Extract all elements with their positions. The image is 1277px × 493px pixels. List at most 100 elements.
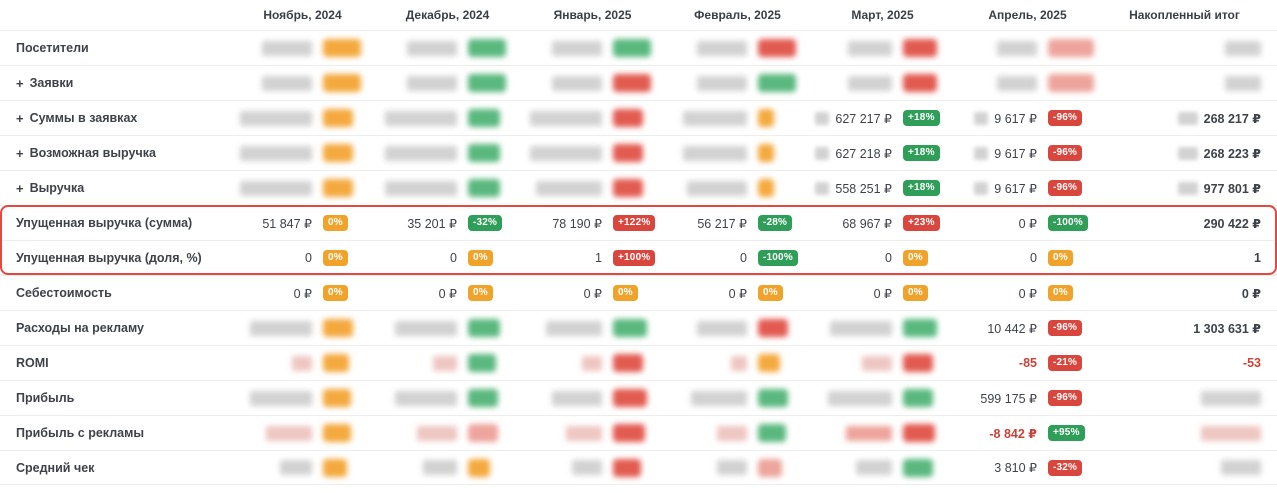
month-cell: 0 -100% [665, 241, 810, 274]
change-badge: -100% [1048, 215, 1088, 231]
expand-plus-icon[interactable]: + [16, 145, 24, 161]
badge-area [323, 389, 375, 407]
row-label[interactable]: + Выручка [0, 181, 230, 195]
change-badge: -96% [1048, 180, 1083, 196]
month-cell [375, 311, 520, 345]
redacted-badge-blob [323, 39, 361, 57]
redacted-badge-blob [613, 389, 647, 407]
table-body: Посетители + Заявки + Суммы в заявках 627 217… [0, 30, 1277, 485]
cell-value-area [230, 145, 312, 161]
redacted-value-blob [552, 75, 602, 91]
month-cell: 1 +100% [520, 241, 665, 274]
redacted-badge-blob [758, 389, 788, 407]
month-cell [230, 311, 375, 345]
cell-value: 0 ₽ [1018, 216, 1037, 231]
month-cell [665, 451, 810, 484]
badge-area [613, 179, 665, 197]
redacted-value-blob [417, 425, 457, 441]
badge-area [613, 319, 665, 337]
month-cell [810, 311, 955, 345]
redacted-badge-blob [613, 458, 641, 477]
cell-value-area: 0 ₽ [955, 216, 1037, 231]
cell-value-area [375, 320, 457, 336]
total-cell [1100, 66, 1277, 100]
row-label[interactable]: + Заявки [0, 76, 230, 90]
badge-area [323, 39, 375, 57]
row-label[interactable]: + Возможная выручка [0, 146, 230, 160]
cell-value-area: 0 ₽ [810, 286, 892, 301]
month-cell: 0 0% [375, 241, 520, 274]
redacted-value-blob [262, 75, 312, 91]
redacted-value-blob [433, 355, 457, 371]
month-cell [230, 416, 375, 450]
badge-area: -100% [1048, 215, 1100, 231]
row-label[interactable]: + Суммы в заявках [0, 111, 230, 125]
badge-area [758, 319, 810, 337]
redacted-badge-blob [758, 424, 786, 442]
redacted-value-blob [385, 110, 457, 126]
month-cell [520, 136, 665, 170]
month-cell: 9 617 ₽ -96% [955, 101, 1100, 135]
cell-value-area [810, 40, 892, 56]
month-cell [810, 381, 955, 415]
badge-area [468, 39, 520, 57]
redacted-value-blob [848, 40, 892, 56]
cell-value-area: 56 217 ₽ [665, 216, 747, 231]
total-cell: 290 422 ₽ [1100, 206, 1277, 240]
month-cell [230, 381, 375, 415]
month-cell [955, 66, 1100, 100]
expand-plus-icon[interactable]: + [16, 75, 24, 91]
month-cell [955, 31, 1100, 65]
badge-area: 0% [758, 285, 810, 301]
badge-area [903, 74, 955, 92]
redacted-value-blob [262, 40, 312, 56]
change-badge: +18% [903, 180, 940, 196]
badge-area [758, 39, 810, 57]
cell-value-area [1100, 40, 1277, 56]
cell-value-area [520, 425, 602, 441]
expand-plus-icon[interactable]: + [16, 180, 24, 196]
badge-area: +122% [613, 215, 665, 231]
month-cell [230, 451, 375, 484]
total-cell: 268 217 ₽ [1100, 101, 1277, 135]
month-cell: 3 810 ₽ -32% [955, 451, 1100, 484]
month-cell: 0 ₽ 0% [520, 276, 665, 310]
badge-area [758, 74, 810, 92]
badge-area [613, 354, 665, 372]
cell-value-area [375, 355, 457, 371]
cell-value: 3 810 ₽ [994, 461, 1037, 475]
month-cell: 0 ₽ 0% [665, 276, 810, 310]
badge-area: -28% [758, 215, 810, 231]
expand-plus-icon[interactable]: + [16, 110, 24, 126]
month-cell [810, 416, 955, 450]
badge-area: +100% [613, 249, 665, 266]
cell-value-area: 627 218 ₽ [810, 146, 892, 161]
month-cell [665, 311, 810, 345]
month-cell [665, 416, 810, 450]
badge-area: -100% [758, 249, 810, 266]
cell-value-area [230, 390, 312, 406]
cell-value-area [520, 355, 602, 371]
cell-value: 627 218 ₽ [835, 146, 892, 161]
month-cell [520, 31, 665, 65]
month-cell [230, 346, 375, 380]
month-cell [665, 101, 810, 135]
redacted-value-blob [552, 40, 602, 56]
cell-value-area [520, 460, 602, 475]
cell-value: 9 617 ₽ [994, 181, 1037, 196]
cell-value-area [375, 145, 457, 161]
cell-value-area [375, 460, 457, 475]
redacted-value-blob [856, 460, 892, 475]
redacted-value-blob [407, 40, 457, 56]
redacted-value-prefix-blob [974, 146, 989, 160]
redacted-value-prefix-blob [815, 111, 830, 125]
change-badge: -32% [1048, 459, 1083, 476]
cell-value-area: 78 190 ₽ [520, 216, 602, 231]
redacted-value-blob [1225, 40, 1261, 56]
month-cell [665, 171, 810, 205]
cell-value: 0 ₽ [293, 286, 312, 301]
cell-value-area: 0 [955, 251, 1037, 265]
change-badge: 0% [903, 249, 928, 266]
change-badge: +100% [613, 249, 656, 266]
cell-value-area [665, 355, 747, 371]
